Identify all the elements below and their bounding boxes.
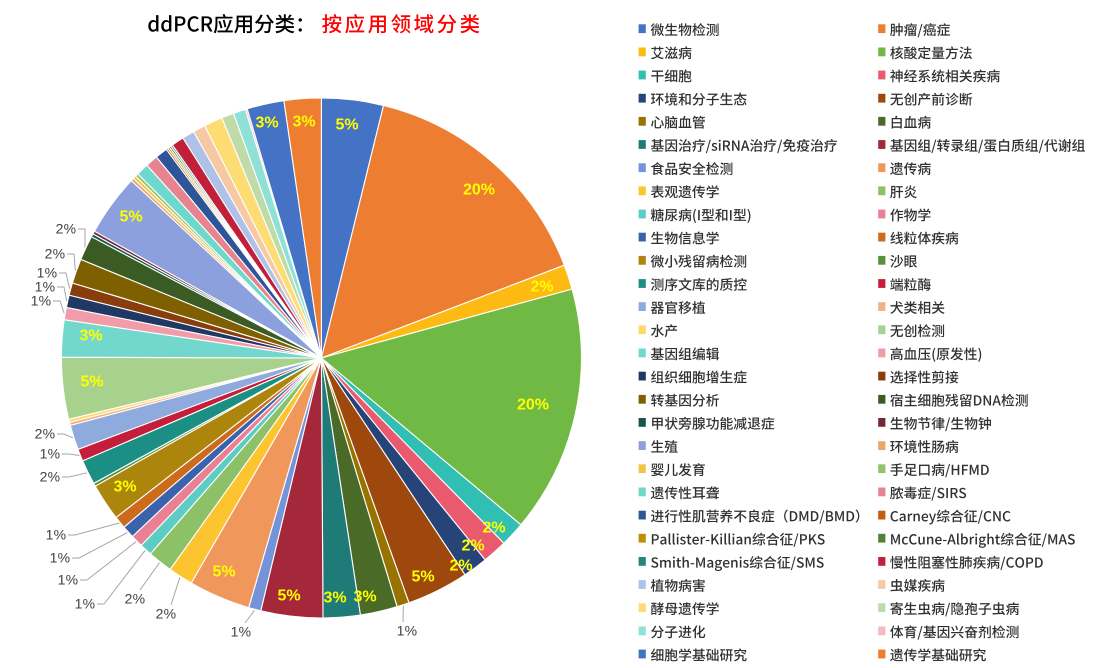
svg-text:1%: 1% (46, 527, 67, 543)
svg-text:1%: 1% (50, 550, 71, 566)
svg-text:5%: 5% (212, 564, 235, 581)
svg-text:2%: 2% (530, 279, 553, 296)
svg-text:5%: 5% (119, 209, 142, 226)
svg-text:1%: 1% (58, 572, 79, 588)
svg-text:5%: 5% (80, 374, 103, 391)
svg-text:3%: 3% (292, 114, 315, 131)
svg-text:1%: 1% (35, 279, 56, 295)
svg-text:20%: 20% (463, 182, 495, 199)
svg-text:1%: 1% (397, 623, 418, 639)
svg-text:1%: 1% (75, 596, 96, 612)
svg-text:2%: 2% (125, 591, 146, 607)
svg-text:3%: 3% (79, 328, 102, 345)
svg-text:3%: 3% (255, 115, 278, 132)
svg-text:2%: 2% (461, 538, 484, 555)
svg-text:3%: 3% (353, 589, 376, 606)
svg-text:5%: 5% (277, 588, 300, 605)
svg-text:2%: 2% (35, 426, 56, 442)
svg-text:5%: 5% (335, 117, 358, 134)
svg-text:20%: 20% (517, 397, 549, 414)
svg-text:3%: 3% (323, 590, 346, 607)
svg-text:3%: 3% (113, 479, 136, 496)
svg-text:1%: 1% (31, 293, 52, 309)
svg-text:2%: 2% (156, 606, 177, 622)
svg-text:5%: 5% (411, 569, 434, 586)
svg-text:2%: 2% (482, 520, 505, 537)
svg-text:1%: 1% (40, 446, 61, 462)
svg-text:2%: 2% (449, 558, 472, 575)
svg-text:2%: 2% (45, 246, 66, 262)
svg-text:1%: 1% (231, 624, 252, 640)
svg-text:2%: 2% (40, 469, 61, 485)
svg-text:1%: 1% (37, 265, 58, 281)
svg-text:2%: 2% (56, 221, 77, 237)
